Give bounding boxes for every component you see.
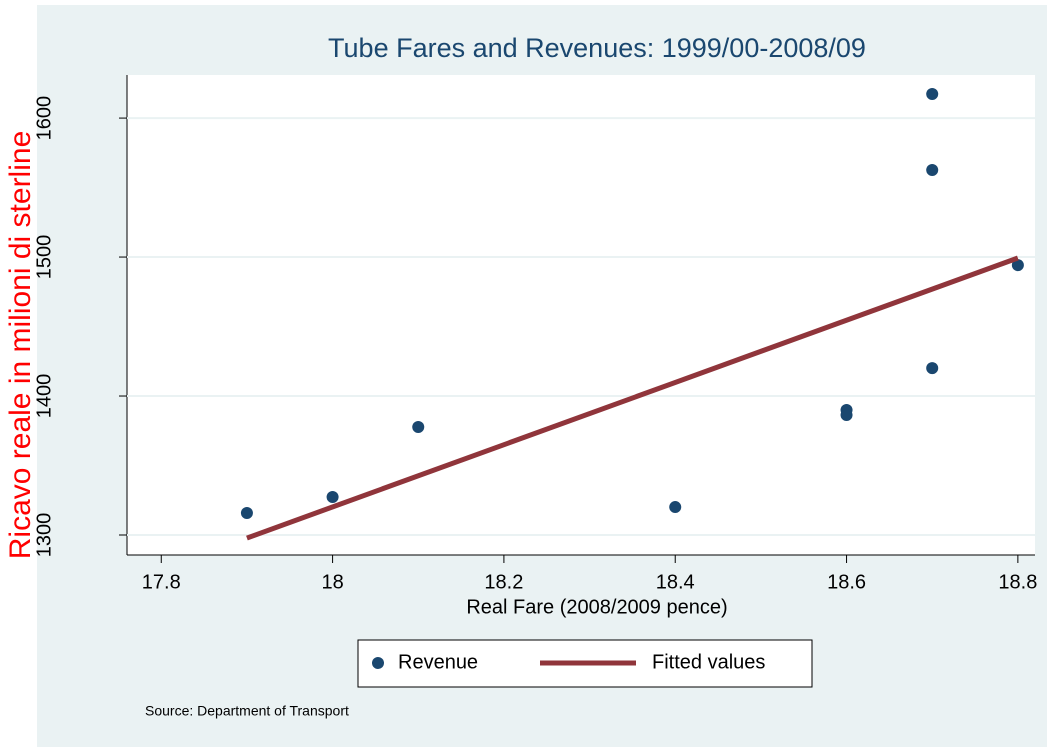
x-tick-label: 18.8 [998,571,1037,593]
point [669,501,682,514]
point [326,491,339,504]
chart-title: Tube Fares and Revenues: 1999/00-2008/09 [328,33,866,63]
y-tick-label: 1300 [33,513,55,558]
y-tick-label: 1600 [33,96,55,141]
point [240,507,253,520]
point [1011,259,1024,272]
fit-line [246,255,1019,541]
point [926,362,939,375]
y-tick-label: 1400 [33,374,55,419]
legend-label: Fitted values [652,651,765,673]
x-axis-title: Real Fare (2008/2009 pence) [466,596,727,618]
x-tick-label: 18.2 [484,571,523,593]
plot-area [127,75,1035,555]
x-tick-label: 17.8 [142,571,181,593]
point [412,421,425,434]
y-tick-label: 1500 [33,235,55,280]
legend-swatch [372,657,384,669]
x-tick-label: 18.4 [656,571,695,593]
y-axis-title: Ricavo reale in milioni di sterline [4,131,37,560]
x-tick-label: 18.6 [827,571,866,593]
source-note: Source: Department of Transport [145,703,349,719]
point [926,164,939,177]
x-tick-label: 18 [321,571,343,593]
legend-label: Revenue [398,651,478,673]
point [926,88,939,101]
point [840,409,853,422]
